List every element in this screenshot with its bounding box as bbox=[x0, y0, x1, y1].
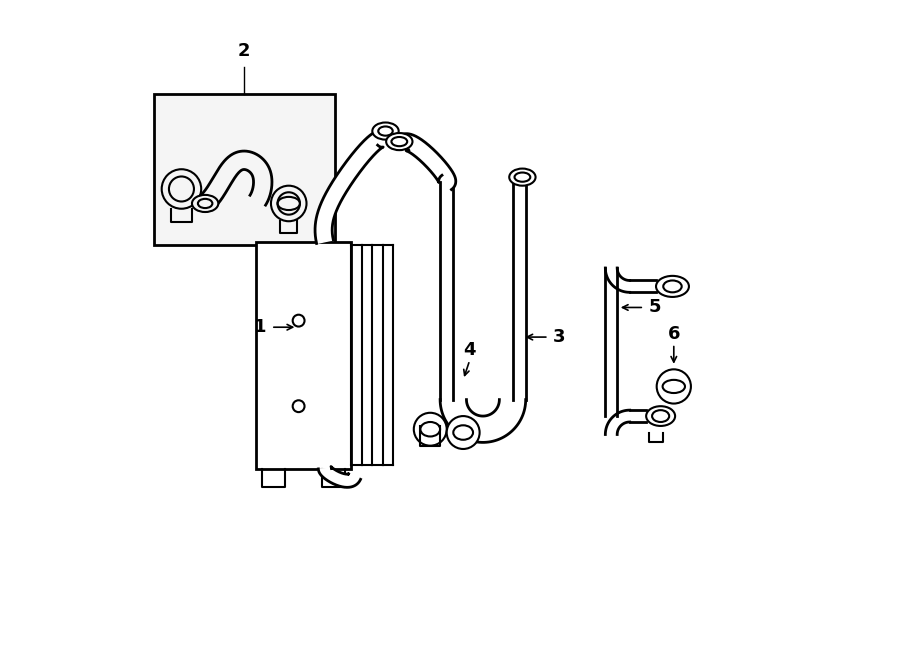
Bar bbox=[256, 242, 351, 469]
Bar bbox=[154, 94, 335, 245]
Polygon shape bbox=[201, 151, 272, 210]
Circle shape bbox=[271, 186, 307, 221]
Circle shape bbox=[162, 169, 202, 209]
Text: 6: 6 bbox=[668, 325, 680, 343]
Text: 1: 1 bbox=[254, 318, 266, 336]
Ellipse shape bbox=[509, 169, 536, 186]
Text: 4: 4 bbox=[464, 341, 476, 359]
Text: 2: 2 bbox=[238, 42, 250, 59]
Ellipse shape bbox=[656, 276, 688, 297]
Polygon shape bbox=[606, 268, 630, 292]
Ellipse shape bbox=[646, 407, 675, 426]
Text: 3: 3 bbox=[553, 328, 565, 346]
Circle shape bbox=[414, 412, 446, 446]
Polygon shape bbox=[606, 410, 630, 434]
Circle shape bbox=[657, 369, 691, 404]
Ellipse shape bbox=[192, 195, 219, 212]
Ellipse shape bbox=[386, 133, 412, 150]
Text: 5: 5 bbox=[649, 299, 662, 317]
Polygon shape bbox=[400, 134, 455, 190]
Polygon shape bbox=[440, 400, 526, 442]
Circle shape bbox=[446, 416, 480, 449]
Polygon shape bbox=[319, 467, 361, 487]
Ellipse shape bbox=[373, 122, 399, 139]
Polygon shape bbox=[315, 130, 391, 243]
